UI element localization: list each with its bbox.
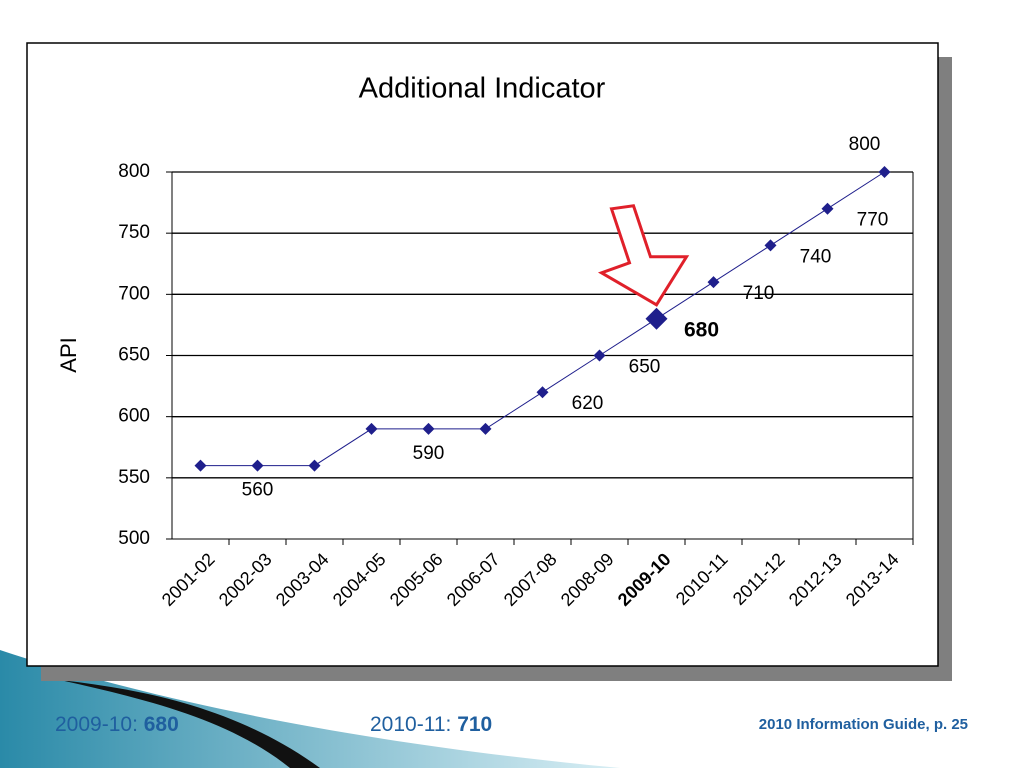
point (707, 276, 720, 289)
point (479, 422, 492, 435)
y-tick-label: 750 (118, 222, 150, 243)
data-label: 770 (857, 210, 889, 231)
y-tick-label: 650 (118, 345, 150, 366)
point (422, 422, 435, 435)
y-tick-label: 500 (118, 528, 150, 549)
y-tick-label: 550 (118, 467, 150, 488)
y-tick-label: 700 (118, 283, 150, 304)
data-label: 560 (242, 480, 274, 501)
footer-source: 2010 Information Guide, p. 25 (759, 716, 968, 733)
chart-title: Additional Indicator (359, 73, 606, 105)
data-label: 800 (849, 134, 881, 155)
data-label: 590 (413, 443, 445, 464)
arrow (597, 204, 690, 307)
y-tick-label: 600 (118, 406, 150, 427)
point (536, 386, 549, 399)
footer-item: 2010-11: 710 (370, 713, 492, 736)
data-label: 650 (629, 357, 661, 378)
data-label: 620 (572, 393, 604, 414)
point (645, 307, 668, 330)
point (308, 459, 321, 472)
data-label: 680 (684, 318, 719, 341)
point (251, 459, 264, 472)
point (878, 166, 891, 178)
point (593, 349, 606, 362)
decor-stroke (60, 680, 320, 768)
y-tick-label: 800 (118, 161, 150, 182)
y-axis-label: API (56, 337, 81, 372)
point (764, 239, 777, 252)
footer-item: 2009-10: 680 (55, 713, 179, 736)
point (365, 422, 378, 435)
point (821, 202, 834, 215)
chart-frame (26, 42, 939, 667)
data-label: 740 (800, 246, 832, 267)
point (194, 459, 207, 472)
data-label: 710 (743, 283, 775, 304)
decor-swoosh (0, 650, 620, 768)
